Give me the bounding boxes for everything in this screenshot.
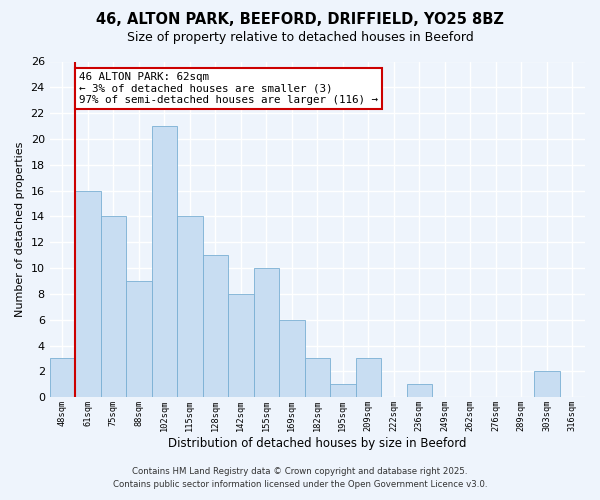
Bar [534, 372, 560, 397]
Bar [279, 320, 305, 397]
Bar [152, 126, 177, 397]
Bar [50, 358, 75, 397]
Text: 46, ALTON PARK, BEEFORD, DRIFFIELD, YO25 8BZ: 46, ALTON PARK, BEEFORD, DRIFFIELD, YO25… [96, 12, 504, 28]
Y-axis label: Number of detached properties: Number of detached properties [15, 142, 25, 317]
Bar [203, 255, 228, 397]
Bar [407, 384, 432, 397]
Bar [75, 190, 101, 397]
X-axis label: Distribution of detached houses by size in Beeford: Distribution of detached houses by size … [168, 437, 467, 450]
Text: 46 ALTON PARK: 62sqm
← 3% of detached houses are smaller (3)
97% of semi-detache: 46 ALTON PARK: 62sqm ← 3% of detached ho… [79, 72, 378, 105]
Bar [254, 268, 279, 397]
Bar [177, 216, 203, 397]
Bar [356, 358, 381, 397]
Bar [126, 281, 152, 397]
Bar [228, 294, 254, 397]
Bar [101, 216, 126, 397]
Text: Contains HM Land Registry data © Crown copyright and database right 2025.
Contai: Contains HM Land Registry data © Crown c… [113, 467, 487, 489]
Text: Size of property relative to detached houses in Beeford: Size of property relative to detached ho… [127, 31, 473, 44]
Bar [330, 384, 356, 397]
Bar [305, 358, 330, 397]
